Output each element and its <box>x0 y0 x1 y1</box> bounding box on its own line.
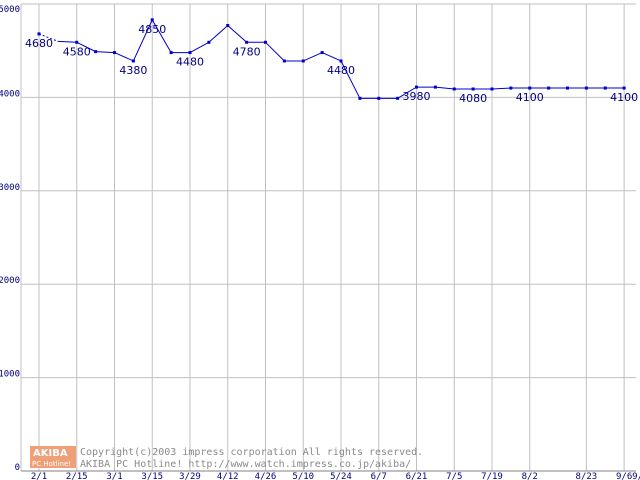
data-point <box>282 59 286 63</box>
data-label: 4480 <box>176 56 204 69</box>
url-line: AKIBA PC Hotline! http://www.watch.impre… <box>80 459 411 470</box>
data-point <box>547 86 551 90</box>
data-point <box>94 50 98 54</box>
logo-sub-text: PC Hotline! <box>32 460 71 468</box>
data-label: 4680 <box>25 37 53 50</box>
series-segment <box>189 41 210 54</box>
data-label: 4380 <box>119 64 147 77</box>
data-point <box>566 86 569 90</box>
data-point <box>264 40 267 44</box>
data-points <box>37 18 626 100</box>
data-label: 3980 <box>403 90 431 103</box>
data-point <box>169 51 173 55</box>
series-segment <box>227 25 247 43</box>
x-tick-label: 3/15 <box>141 472 163 480</box>
y-tick-label: 3000 <box>0 183 20 193</box>
series-segment <box>38 33 59 42</box>
data-label: 4100 <box>610 91 638 104</box>
x-tick-label: 2/1 <box>31 472 47 480</box>
y-tick-label: 5000 <box>0 5 20 15</box>
data-point <box>131 59 135 63</box>
data-label: 4780 <box>233 45 261 58</box>
data-point <box>188 51 192 55</box>
data-point <box>339 59 343 63</box>
data-point <box>37 32 41 36</box>
data-point <box>396 96 400 100</box>
data-point <box>471 87 475 91</box>
data-label: 4480 <box>327 64 355 77</box>
akiba-logo <box>30 446 76 468</box>
x-tick-label: 7/19 <box>481 472 503 480</box>
data-point <box>584 86 588 90</box>
copyright-line: Copyright(c)2003 impress corporation All… <box>80 447 423 458</box>
y-tick-label: 1000 <box>0 370 20 380</box>
grid <box>21 3 636 472</box>
y-tick-label: 4000 <box>0 89 20 99</box>
series-segment <box>397 86 417 99</box>
series-line <box>38 19 625 99</box>
x-tick-label: 8/23 <box>576 472 598 480</box>
data-point <box>150 18 154 22</box>
data-point <box>377 96 381 100</box>
series-segment <box>114 52 134 62</box>
series-segment <box>208 25 229 43</box>
data-point <box>509 86 513 90</box>
data-label: 4850 <box>138 23 166 36</box>
series-segment <box>321 52 342 62</box>
data-labels: 4680 4580 4380 4850 4480 4780 4480 3980 4080 4100… <box>25 23 638 105</box>
data-label: 4080 <box>459 92 487 105</box>
series-segment <box>57 40 77 43</box>
series-segment <box>435 86 455 90</box>
data-point <box>113 51 116 55</box>
x-tick-label: 8/2 <box>522 472 538 480</box>
series-segment <box>265 41 285 62</box>
series-segment <box>340 60 361 99</box>
series-segment <box>95 51 115 54</box>
data-point <box>622 86 626 90</box>
series-segment <box>491 87 511 90</box>
data-label: 4580 <box>63 45 91 58</box>
data-point <box>603 86 607 90</box>
x-tick-label: 3/29 <box>179 472 201 480</box>
x-tick-label: 4/12 <box>217 472 239 480</box>
data-point <box>452 87 456 91</box>
data-point <box>226 23 230 27</box>
series-segment <box>132 19 153 62</box>
x-tick-label: 5/24 <box>330 472 352 480</box>
data-point <box>358 96 362 100</box>
x-tick-label: 9/6 <box>616 472 632 480</box>
y-tick-label: 0 <box>15 463 20 473</box>
data-point <box>245 40 249 44</box>
series-segment <box>303 52 323 62</box>
x-tick-label: 6/7 <box>371 472 387 480</box>
data-point <box>528 86 532 90</box>
series-segment <box>76 41 96 53</box>
data-point <box>490 87 494 91</box>
x-tick-label: 5/10 <box>292 472 314 480</box>
axes: 0 1000 2000 3000 4000 5000 2/1 2/15 3/1 3/15 3/29 4… <box>0 4 640 480</box>
logo-main-text: AKIBA <box>33 448 68 459</box>
data-label: 4100 <box>516 91 544 104</box>
x-tick-label: 9/13 <box>632 472 640 480</box>
data-point <box>320 51 324 55</box>
x-tick-label: 3/1 <box>106 472 122 480</box>
x-tick-label: 7/5 <box>446 472 462 480</box>
x-tick-label: 6/21 <box>406 472 428 480</box>
data-point <box>415 85 418 89</box>
y-tick-label: 2000 <box>0 276 20 286</box>
series-segment <box>151 19 172 53</box>
data-point <box>433 85 437 89</box>
data-point <box>75 40 79 44</box>
x-tick-label: 4/26 <box>255 472 277 480</box>
data-point <box>207 40 211 44</box>
watermark: AKIBA PC Hotline! Copyright(c)2003 impre… <box>30 446 423 470</box>
x-tick-label: 2/15 <box>66 472 88 480</box>
data-point <box>301 59 305 63</box>
